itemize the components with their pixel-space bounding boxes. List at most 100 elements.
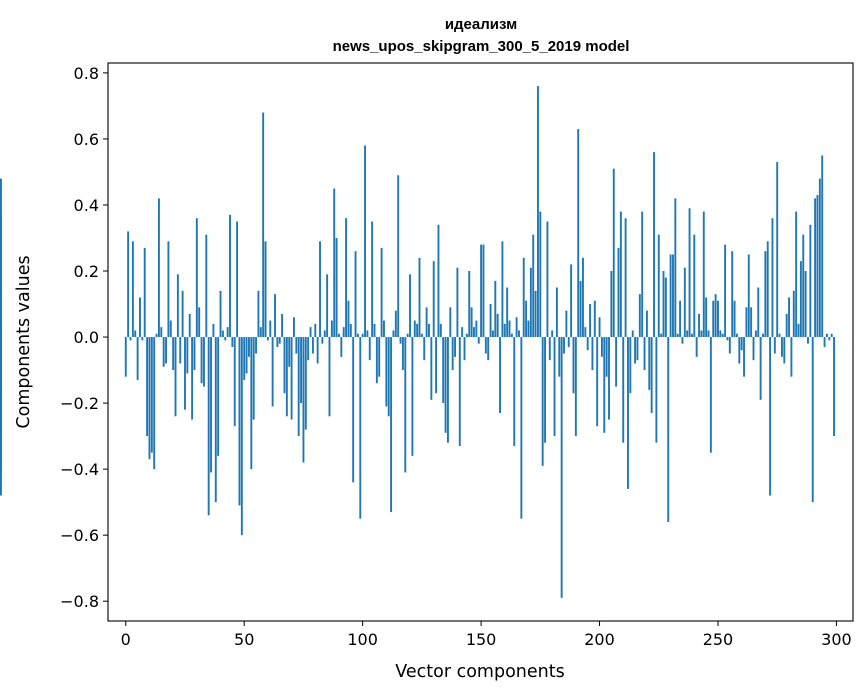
bar xyxy=(482,244,485,338)
bar xyxy=(743,337,745,377)
bar xyxy=(802,234,805,338)
bar xyxy=(799,261,802,338)
bar xyxy=(0,313,2,338)
bar xyxy=(776,162,779,338)
bar xyxy=(622,337,625,443)
bar xyxy=(823,337,826,347)
bar xyxy=(446,337,449,443)
bar xyxy=(769,337,772,496)
y-tick-label: −0.6 xyxy=(60,526,99,545)
bar xyxy=(425,307,428,338)
bar xyxy=(738,337,741,364)
bar xyxy=(470,307,473,338)
bar xyxy=(368,337,371,361)
bar xyxy=(165,337,167,364)
bar xyxy=(219,290,222,338)
bar xyxy=(392,330,395,338)
bar xyxy=(655,337,658,443)
y-tick-label: 0.8 xyxy=(74,64,99,83)
bar xyxy=(404,337,407,473)
bar xyxy=(830,333,833,338)
bar xyxy=(610,271,613,338)
bar xyxy=(0,218,2,338)
bar xyxy=(705,297,708,338)
bar xyxy=(605,337,608,377)
bar xyxy=(617,247,620,338)
bar xyxy=(596,337,599,427)
bar xyxy=(669,254,672,338)
bar xyxy=(250,337,253,470)
bar xyxy=(295,337,298,354)
bar xyxy=(124,337,127,377)
bar xyxy=(131,241,134,338)
bar xyxy=(520,337,523,519)
bar xyxy=(764,251,767,338)
bar xyxy=(423,337,426,361)
bar xyxy=(586,337,589,351)
bar xyxy=(506,287,509,338)
x-tick-label: 300 xyxy=(821,630,852,649)
bar xyxy=(724,244,727,338)
bar xyxy=(546,221,549,338)
bar xyxy=(397,175,400,338)
bar xyxy=(335,237,338,338)
y-tick-label: 0.4 xyxy=(74,196,99,215)
bar xyxy=(380,247,383,338)
bar xyxy=(458,337,461,447)
bar xyxy=(522,257,525,338)
bar xyxy=(378,337,381,377)
bar xyxy=(686,330,689,338)
bar xyxy=(240,337,243,536)
bar xyxy=(385,337,388,407)
bar xyxy=(214,337,217,503)
bar xyxy=(347,300,350,338)
bar xyxy=(818,178,821,338)
bar xyxy=(333,188,336,338)
bar xyxy=(179,337,182,364)
bar xyxy=(674,198,677,338)
bar xyxy=(754,330,757,338)
bar xyxy=(608,337,610,420)
bar xyxy=(316,337,319,364)
bar xyxy=(160,327,163,338)
bar xyxy=(174,337,177,417)
bar xyxy=(627,337,629,489)
bar xyxy=(529,267,532,338)
y-tick-label: −0.8 xyxy=(60,592,99,611)
bar xyxy=(352,337,355,483)
bar xyxy=(589,304,592,338)
bar xyxy=(188,313,191,338)
bar xyxy=(698,313,700,338)
bar xyxy=(463,337,466,361)
bar xyxy=(134,330,137,338)
bar xyxy=(731,251,734,338)
bar xyxy=(484,337,487,354)
bar xyxy=(551,330,554,338)
bar xyxy=(231,337,234,347)
y-tick-label: −0.2 xyxy=(60,394,99,413)
bar xyxy=(283,337,286,394)
bar xyxy=(707,330,710,338)
bar xyxy=(181,290,184,338)
bar xyxy=(515,317,518,338)
bar xyxy=(480,244,483,338)
bar xyxy=(733,300,736,338)
bar xyxy=(577,129,580,338)
bar xyxy=(226,327,229,338)
bar xyxy=(702,211,705,338)
bar xyxy=(207,337,210,516)
bar xyxy=(683,267,686,338)
bar xyxy=(494,280,497,338)
bar xyxy=(785,313,788,338)
bar xyxy=(418,257,421,338)
bar xyxy=(373,323,376,338)
bar xyxy=(477,337,480,344)
bar xyxy=(676,333,679,338)
bar xyxy=(198,307,201,338)
bar xyxy=(709,337,712,453)
bar xyxy=(487,337,490,361)
bar xyxy=(717,300,719,338)
bar xyxy=(582,257,584,338)
x-tick-label: 100 xyxy=(347,630,378,649)
bar xyxy=(176,274,179,338)
